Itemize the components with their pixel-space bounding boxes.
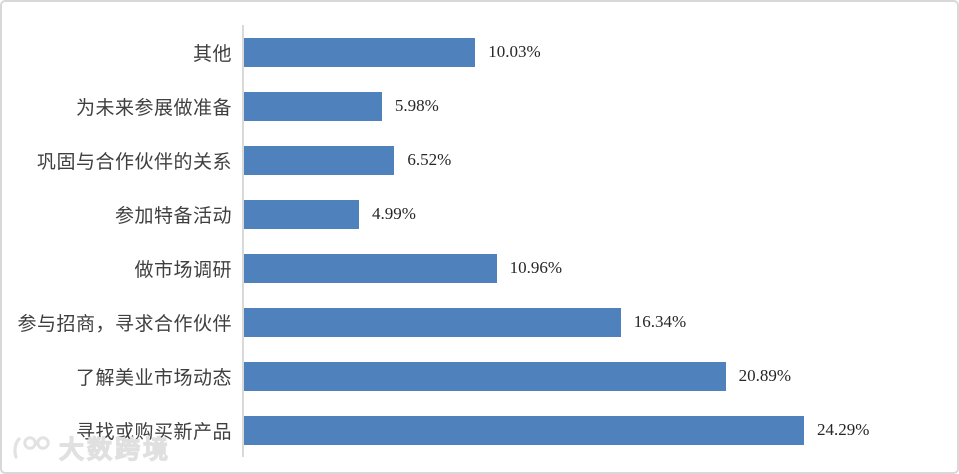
bar-track: 4.99% (242, 187, 946, 241)
category-label: 了解美业市场动态 (75, 367, 232, 389)
category-label: 其他 (192, 43, 232, 65)
bar-track: 10.96% (242, 241, 946, 295)
bar-track: 10.03% (242, 25, 946, 79)
bar-chart-plot-area: 其他 10.03% 为未来参展做准备 5.98% 巩固与合作伙伴的关系 6.52% 参加特备… (14, 25, 946, 457)
chart-row: 参与招商，寻求合作伙伴 16.34% (14, 295, 946, 349)
chart-row: 寻找或购买新产品 24.29% (14, 403, 946, 457)
value-label: 10.96% (509, 258, 563, 277)
value-label: 24.29% (817, 420, 870, 439)
chart-row: 了解美业市场动态 20.89% (14, 349, 946, 403)
category-label: 做市场调研 (134, 259, 232, 281)
chart-row: 参加特备活动 4.99% (14, 187, 946, 241)
bar (244, 415, 804, 445)
value-label: 10.03% (488, 42, 541, 61)
category-label: 参加特备活动 (114, 205, 232, 227)
bar-track: 16.34% (242, 295, 946, 349)
value-label: 16.34% (633, 312, 687, 331)
value-label: 4.99% (372, 204, 416, 223)
category-label: 参与招商，寻求合作伙伴 (17, 313, 232, 335)
bar-track: 5.98% (242, 79, 946, 133)
value-label: 5.98% (394, 96, 439, 115)
bar-track: 24.29% (242, 403, 946, 457)
bar (244, 145, 395, 175)
chart-row: 做市场调研 10.96% (14, 241, 946, 295)
bar (244, 91, 382, 121)
bar (244, 253, 497, 283)
bar (244, 361, 726, 391)
category-label: 寻找或购买新产品 (75, 421, 232, 443)
value-label: 6.52% (407, 150, 452, 169)
bar-track: 6.52% (242, 133, 946, 187)
bar (244, 307, 621, 337)
category-label: 为未来参展做准备 (75, 97, 232, 119)
category-label: 巩固与合作伙伴的关系 (36, 151, 232, 173)
bar-track: 20.89% (242, 349, 946, 403)
value-label: 20.89% (738, 366, 792, 385)
chart-row: 其他 10.03% (14, 25, 946, 79)
bar (244, 37, 476, 67)
chart-row: 巩固与合作伙伴的关系 6.52% (14, 133, 946, 187)
bar (244, 199, 360, 229)
chart-row: 为未来参展做准备 5.98% (14, 79, 946, 133)
